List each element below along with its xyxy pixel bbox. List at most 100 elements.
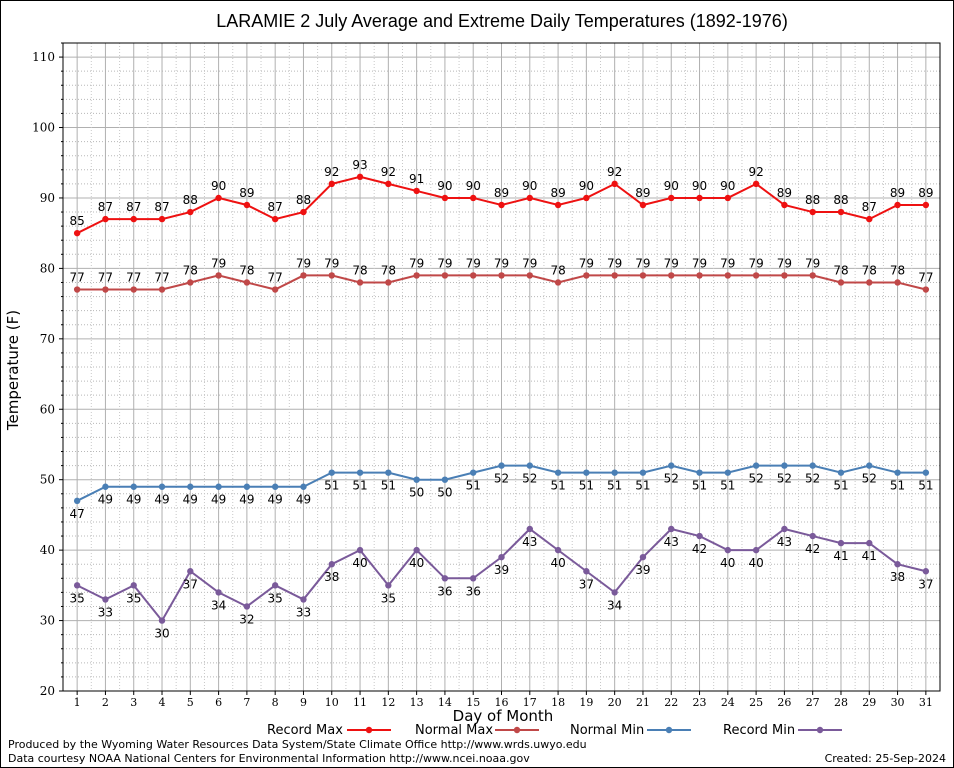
record-max-data-label: 88 — [183, 193, 198, 207]
normal-min-point — [781, 462, 788, 469]
record-max-point — [668, 194, 675, 202]
record-max-point — [215, 194, 222, 202]
normal-min-point — [498, 462, 505, 469]
normal-max-data-label: 78 — [833, 263, 848, 277]
normal-min-data-label: 51 — [833, 479, 848, 493]
record-max-data-label: 85 — [70, 214, 85, 228]
y-tick-label: 40 — [40, 543, 55, 557]
normal-max-data-label: 79 — [777, 256, 792, 270]
record-min-point — [73, 582, 81, 589]
x-tick-label: 22 — [664, 696, 678, 709]
normal-max-data-label: 78 — [183, 263, 198, 277]
record-max-data-label: 89 — [550, 186, 565, 200]
record-max-data-label: 88 — [833, 193, 848, 207]
record-max-data-label: 89 — [890, 186, 905, 200]
record-min-data-label: 36 — [437, 584, 452, 598]
y-tick-label: 80 — [40, 261, 55, 275]
record-max-data-label: 93 — [352, 158, 367, 172]
normal-max-point — [470, 272, 477, 279]
normal-min-data-label: 51 — [381, 479, 396, 493]
record-min-data-label: 34 — [607, 598, 622, 612]
record-min-point — [215, 589, 222, 596]
normal-min-data-label: 52 — [522, 472, 537, 486]
normal-min-point — [441, 476, 449, 483]
record-max-data-label: 89 — [494, 186, 509, 200]
normal-min-point — [158, 483, 166, 490]
record-max-point — [328, 180, 335, 188]
record-max-data-label: 90 — [692, 179, 707, 193]
x-tick-label: 21 — [636, 696, 650, 709]
record-min-data-label: 41 — [862, 549, 877, 563]
record-max-point — [639, 201, 647, 209]
normal-min-point — [328, 469, 335, 476]
record-min-point — [385, 582, 392, 589]
record-min-point — [611, 589, 618, 596]
normal-min-data-label: 49 — [183, 493, 198, 507]
record-max-point — [102, 215, 109, 223]
record-max-data-label: 90 — [720, 179, 735, 193]
normal-min-data-label: 49 — [126, 493, 141, 507]
record-min-point — [554, 546, 562, 554]
record-max-data-label: 87 — [862, 200, 877, 214]
x-tick-label: 20 — [608, 696, 622, 709]
normal-min-point — [215, 483, 222, 490]
normal-min-data-label: 52 — [777, 472, 792, 486]
x-tick-label: 23 — [693, 696, 707, 709]
normal-max-data-label: 77 — [98, 271, 113, 285]
normal-min-point — [639, 469, 647, 476]
x-tick-label: 12 — [381, 696, 395, 709]
record-min-point — [866, 539, 873, 547]
record-max-point — [583, 194, 590, 202]
normal-max-data-label: 79 — [607, 256, 622, 270]
x-tick-label: 10 — [325, 696, 339, 709]
x-tick-label: 16 — [495, 696, 509, 709]
normal-max-point — [837, 279, 845, 286]
normal-max-point — [611, 272, 618, 279]
normal-max-point — [922, 286, 930, 293]
record-min-point — [300, 596, 307, 603]
record-max-data-label: 92 — [607, 165, 622, 179]
y-tick-label: 90 — [40, 191, 55, 205]
normal-max-data-label: 79 — [494, 256, 509, 270]
record-min-point — [752, 546, 760, 554]
x-tick-label: 18 — [551, 696, 565, 709]
record-min-data-label: 40 — [550, 556, 565, 570]
record-min-point — [328, 561, 335, 568]
x-tick-label: 26 — [777, 696, 791, 709]
record-min-point — [498, 553, 505, 561]
legend-label-normal-max: Normal Max — [415, 723, 493, 738]
x-tick-label: 13 — [410, 696, 424, 709]
normal-max-data-label: 79 — [664, 256, 679, 270]
record-max-point — [271, 215, 279, 223]
record-max-data-label: 90 — [211, 179, 226, 193]
record-max-point — [73, 229, 81, 237]
normal-max-data-label: 79 — [635, 256, 650, 270]
normal-min-point — [130, 483, 137, 490]
normal-max-point — [187, 279, 194, 286]
normal-max-data-label: 77 — [918, 271, 933, 285]
credit-line-1: Produced by the Wyoming Water Resources … — [8, 738, 587, 751]
normal-max-point — [583, 272, 590, 279]
record-max-data-label: 88 — [296, 193, 311, 207]
record-max-data-label: 89 — [777, 186, 792, 200]
record-min-point — [696, 532, 703, 540]
normal-max-point — [441, 272, 449, 279]
normal-min-point — [696, 469, 703, 476]
record-max-point — [356, 173, 364, 181]
normal-max-point — [498, 272, 505, 279]
normal-max-data-label: 77 — [70, 271, 85, 285]
record-max-point — [300, 208, 307, 216]
normal-max-point — [385, 279, 392, 286]
record-min-point — [894, 561, 901, 568]
normal-min-point — [243, 483, 251, 490]
y-tick-label: 100 — [32, 121, 55, 135]
normal-min-data-label: 52 — [862, 472, 877, 486]
record-max-point — [837, 208, 845, 216]
x-tick-label: 3 — [130, 696, 137, 709]
normal-min-point — [385, 469, 392, 476]
record-max-data-label: 87 — [154, 200, 169, 214]
record-min-point — [724, 546, 732, 554]
record-max-point — [781, 201, 788, 209]
record-max-point — [696, 194, 703, 202]
normal-max-data-label: 79 — [692, 256, 707, 270]
